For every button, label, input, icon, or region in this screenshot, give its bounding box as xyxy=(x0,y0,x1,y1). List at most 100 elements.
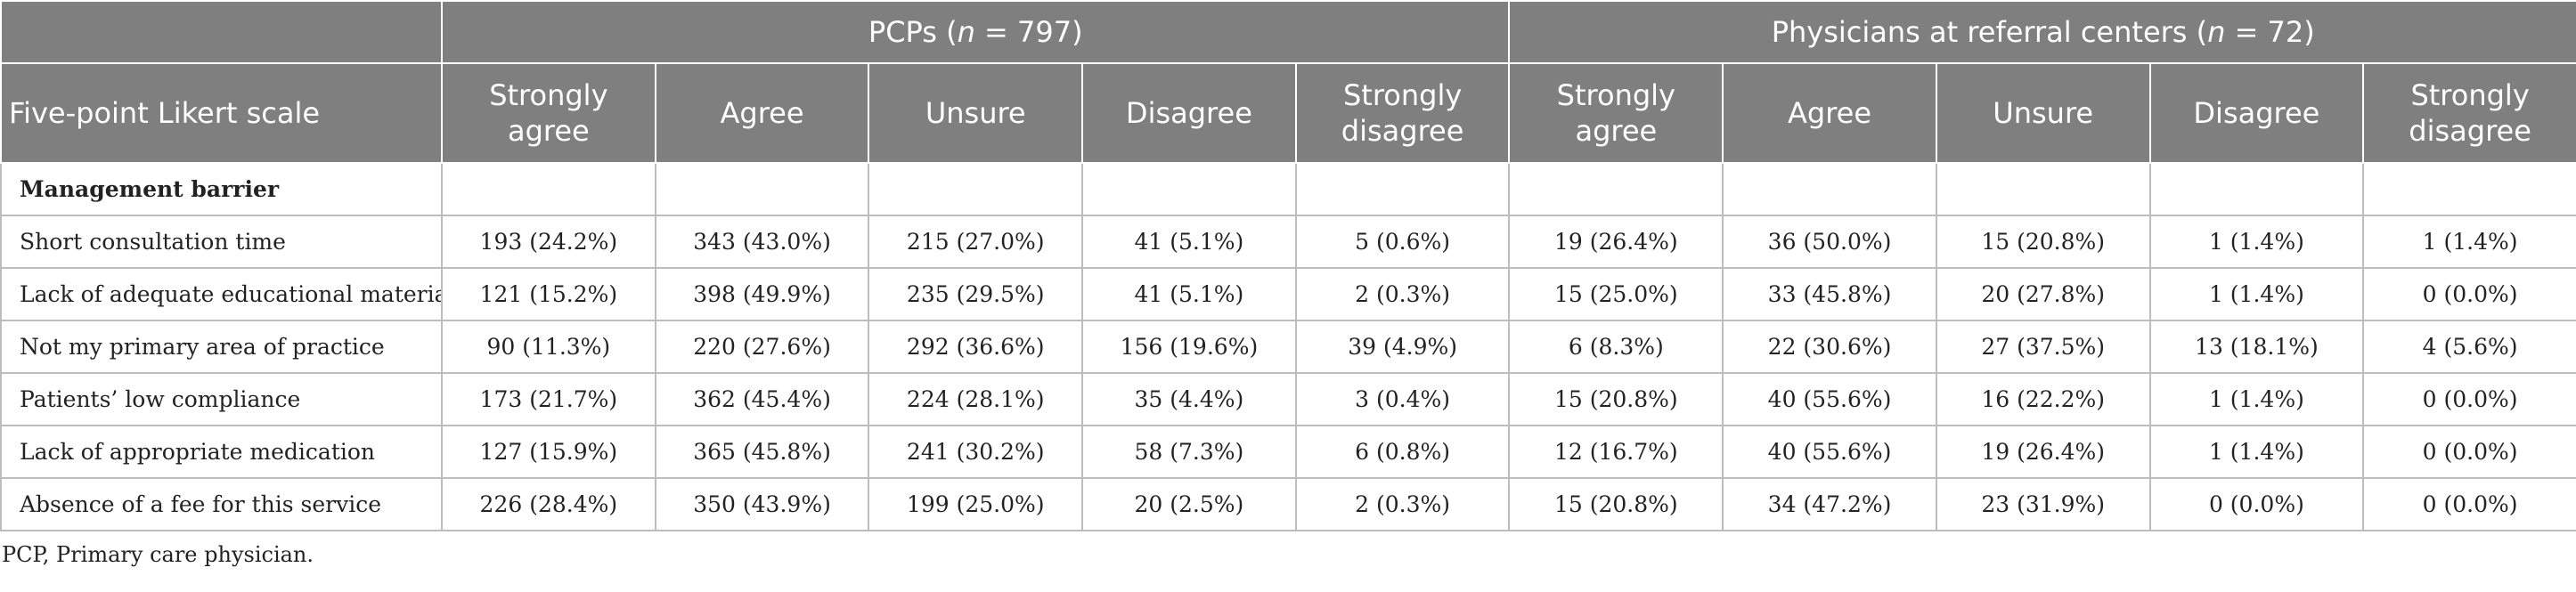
table-row: Absence of a fee for this service 226 (28… xyxy=(0,477,2576,531)
table-cell: 343 (43.0%) xyxy=(654,215,870,269)
table-cell: 41 (5.1%) xyxy=(1081,267,1297,321)
group-header-pcps: PCPs (n = 797) xyxy=(440,0,1511,64)
table-cell: 34 (47.2%) xyxy=(1722,477,1937,531)
table-cell: 0 (0.0%) xyxy=(2148,477,2365,531)
table-cell: 121 (15.2%) xyxy=(441,267,656,321)
table-cell: 350 (43.9%) xyxy=(654,477,870,531)
table-cell: 5 (0.6%) xyxy=(1294,215,1511,269)
table-cell: 224 (28.1%) xyxy=(868,372,1084,426)
table-cell: 19 (26.4%) xyxy=(1508,215,1724,269)
table-cell: 241 (30.2%) xyxy=(868,425,1084,479)
group-header-referral: Physicians at referral centers (n = 72) xyxy=(1508,0,2576,64)
column-header: Strongly disagree xyxy=(2362,62,2576,164)
table-cell: 193 (24.2%) xyxy=(441,215,656,269)
table-cell: 0 (0.0%) xyxy=(2362,372,2576,426)
table-cell: 90 (11.3%) xyxy=(441,320,656,374)
table-cell: 2 (0.3%) xyxy=(1294,267,1511,321)
table-cell xyxy=(2148,162,2365,216)
table-cell: 20 (27.8%) xyxy=(1935,267,2151,321)
table-row: Lack of appropriate medication 127 (15.9%… xyxy=(0,425,2576,479)
table-cell: 15 (25.0%) xyxy=(1508,267,1724,321)
table-cell xyxy=(654,162,870,216)
column-header: Agree xyxy=(1722,62,1937,164)
table-cell: 0 (0.0%) xyxy=(2362,425,2576,479)
likert-table: PCPs (n = 797) Physicians at referral ce… xyxy=(0,0,2576,531)
table-cell: 15 (20.8%) xyxy=(1935,215,2151,269)
table-row: Short consultation time 193 (24.2%) 343 (4… xyxy=(0,215,2576,269)
table-container: PCPs (n = 797) Physicians at referral ce… xyxy=(0,0,2576,567)
table-cell: 40 (55.6%) xyxy=(1722,372,1937,426)
table-cell: 0 (0.0%) xyxy=(2362,477,2576,531)
section-label: Management barrier xyxy=(0,162,443,216)
table-cell xyxy=(1294,162,1511,216)
row-label: Lack of adequate educational materials xyxy=(0,267,443,321)
table-cell: 235 (29.5%) xyxy=(868,267,1084,321)
section-row: Management barrier xyxy=(0,162,2576,216)
row-label: Lack of appropriate medication xyxy=(0,425,443,479)
table-cell: 173 (21.7%) xyxy=(441,372,656,426)
table-cell: 20 (2.5%) xyxy=(1081,477,1297,531)
table-cell: 1 (1.4%) xyxy=(2148,267,2365,321)
table-cell: 1 (1.4%) xyxy=(2148,425,2365,479)
table-cell: 4 (5.6%) xyxy=(2362,320,2576,374)
pcp-n-rest: = 797) xyxy=(974,15,1083,49)
column-header-scale: Five-point Likert scale xyxy=(0,62,443,164)
table-cell xyxy=(1081,162,1297,216)
row-label: Not my primary area of practice xyxy=(0,320,443,374)
group-header-row: PCPs (n = 797) Physicians at referral ce… xyxy=(0,0,2576,64)
column-header: Strongly agree xyxy=(441,62,656,164)
table-cell: 41 (5.1%) xyxy=(1081,215,1297,269)
table-cell: 2 (0.3%) xyxy=(1294,477,1511,531)
ref-n-rest: = 72) xyxy=(2225,15,2315,49)
row-label: Absence of a fee for this service xyxy=(0,477,443,531)
table-cell: 3 (0.4%) xyxy=(1294,372,1511,426)
table-cell: 13 (18.1%) xyxy=(2148,320,2365,374)
table-footnote: PCP, Primary care physician. xyxy=(2,542,314,567)
table-cell: 226 (28.4%) xyxy=(441,477,656,531)
table-row: Lack of adequate educational materials 12… xyxy=(0,267,2576,321)
row-label: Patients’ low compliance xyxy=(0,372,443,426)
column-header: Disagree xyxy=(2148,62,2365,164)
table-cell: 1 (1.4%) xyxy=(2148,215,2365,269)
table-cell: 33 (45.8%) xyxy=(1722,267,1937,321)
table-cell: 27 (37.5%) xyxy=(1935,320,2151,374)
table-cell: 1 (1.4%) xyxy=(2148,372,2365,426)
table-row: Not my primary area of practice 90 (11.3%… xyxy=(0,320,2576,374)
column-header: Strongly agree xyxy=(1508,62,1724,164)
table-row: Patients’ low compliance 173 (21.7%) 362 (… xyxy=(0,372,2576,426)
table-cell: 23 (31.9%) xyxy=(1935,477,2151,531)
table-cell xyxy=(1508,162,1724,216)
table-cell: 292 (36.6%) xyxy=(868,320,1084,374)
table-cell: 220 (27.6%) xyxy=(654,320,870,374)
row-label: Short consultation time xyxy=(0,215,443,269)
ref-n-var: n xyxy=(2207,15,2226,49)
table-cell: 398 (49.9%) xyxy=(654,267,870,321)
table-cell xyxy=(441,162,656,216)
table-cell: 40 (55.6%) xyxy=(1722,425,1937,479)
table-cell: 199 (25.0%) xyxy=(868,477,1084,531)
table-cell xyxy=(868,162,1084,216)
column-header: Unsure xyxy=(868,62,1084,164)
table-cell: 15 (20.8%) xyxy=(1508,477,1724,531)
table-cell: 12 (16.7%) xyxy=(1508,425,1724,479)
table-cell: 0 (0.0%) xyxy=(2362,267,2576,321)
table-cell: 15 (20.8%) xyxy=(1508,372,1724,426)
table-cell: 22 (30.6%) xyxy=(1722,320,1937,374)
group-header-empty xyxy=(0,0,443,64)
column-header: Unsure xyxy=(1935,62,2151,164)
pcp-n-var: n xyxy=(957,15,975,49)
table-cell: 19 (26.4%) xyxy=(1935,425,2151,479)
table-cell: 16 (22.2%) xyxy=(1935,372,2151,426)
column-header: Strongly disagree xyxy=(1294,62,1511,164)
table-cell: 127 (15.9%) xyxy=(441,425,656,479)
table-cell: 36 (50.0%) xyxy=(1722,215,1937,269)
table-cell: 39 (4.9%) xyxy=(1294,320,1511,374)
table-cell: 6 (0.8%) xyxy=(1294,425,1511,479)
column-header-row: Five-point Likert scale Strongly agree A… xyxy=(0,62,2576,164)
table-cell xyxy=(1935,162,2151,216)
column-header: Agree xyxy=(654,62,870,164)
table-cell: 6 (8.3%) xyxy=(1508,320,1724,374)
table-cell xyxy=(2362,162,2576,216)
pcp-group-prefix: PCPs ( xyxy=(868,15,958,49)
ref-group-prefix: Physicians at referral centers ( xyxy=(1771,15,2208,49)
